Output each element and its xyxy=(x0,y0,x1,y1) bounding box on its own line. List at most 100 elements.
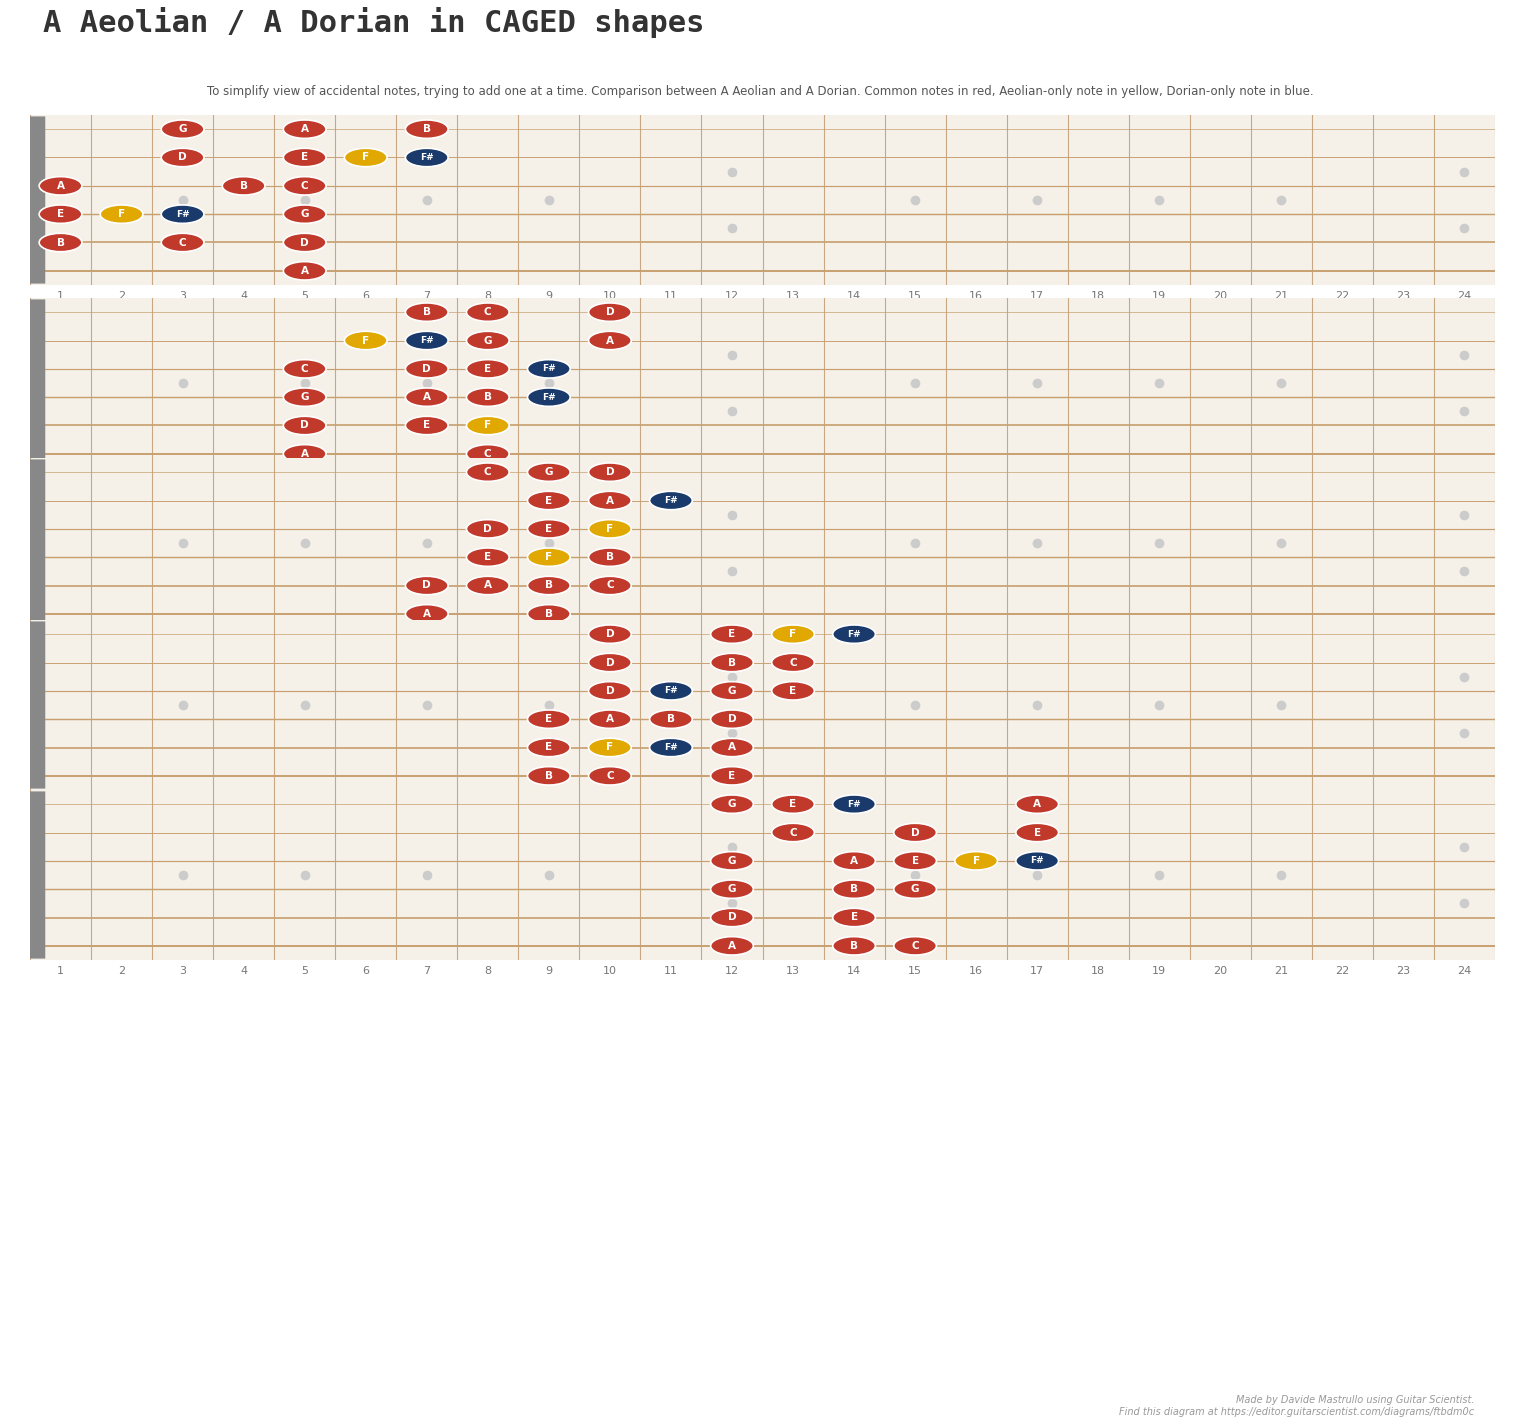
Text: D: D xyxy=(483,524,492,534)
Ellipse shape xyxy=(588,653,631,671)
Text: E: E xyxy=(56,208,64,218)
Text: B: B xyxy=(850,941,859,951)
Text: E: E xyxy=(1034,827,1041,837)
Ellipse shape xyxy=(649,738,692,757)
Text: A: A xyxy=(850,855,859,865)
Text: B: B xyxy=(483,393,492,403)
Text: D: D xyxy=(605,657,614,667)
Text: A: A xyxy=(56,181,64,191)
Ellipse shape xyxy=(588,491,631,510)
Text: A: A xyxy=(301,266,309,276)
Text: F: F xyxy=(362,336,369,346)
Ellipse shape xyxy=(40,177,82,196)
FancyBboxPatch shape xyxy=(15,621,46,788)
Ellipse shape xyxy=(894,851,936,870)
Ellipse shape xyxy=(467,331,509,350)
Text: E: E xyxy=(485,553,491,563)
Ellipse shape xyxy=(527,767,570,785)
Ellipse shape xyxy=(711,908,754,927)
Ellipse shape xyxy=(1015,824,1058,841)
Text: F: F xyxy=(485,420,491,430)
Text: D: D xyxy=(423,581,432,591)
Ellipse shape xyxy=(345,331,388,350)
FancyBboxPatch shape xyxy=(15,300,46,467)
Ellipse shape xyxy=(711,795,754,814)
Text: A: A xyxy=(606,496,614,506)
Text: Made by Davide Mastrullo using Guitar Scientist.
Find this diagram at https://ed: Made by Davide Mastrullo using Guitar Sc… xyxy=(1119,1395,1474,1417)
Text: A: A xyxy=(1034,800,1041,810)
Ellipse shape xyxy=(527,388,570,407)
Text: G: G xyxy=(910,884,920,894)
Ellipse shape xyxy=(588,548,631,567)
Ellipse shape xyxy=(772,795,815,814)
Ellipse shape xyxy=(588,577,631,594)
Ellipse shape xyxy=(467,520,509,538)
Text: F#: F# xyxy=(543,393,556,401)
Ellipse shape xyxy=(222,177,264,196)
Text: E: E xyxy=(912,855,918,865)
Ellipse shape xyxy=(283,261,327,280)
Ellipse shape xyxy=(833,880,876,898)
Ellipse shape xyxy=(772,653,815,671)
Ellipse shape xyxy=(467,388,509,407)
Text: B: B xyxy=(56,237,64,247)
Text: D: D xyxy=(301,420,309,430)
Text: E: E xyxy=(546,743,552,753)
Text: E: E xyxy=(546,496,552,506)
Text: B: B xyxy=(606,553,614,563)
Text: D: D xyxy=(605,630,614,640)
Text: C: C xyxy=(483,448,491,458)
Text: C: C xyxy=(789,657,796,667)
Ellipse shape xyxy=(711,767,754,785)
Ellipse shape xyxy=(406,331,448,350)
Ellipse shape xyxy=(711,681,754,700)
Ellipse shape xyxy=(588,625,631,644)
Ellipse shape xyxy=(406,604,448,623)
Text: F#: F# xyxy=(847,800,860,808)
FancyBboxPatch shape xyxy=(15,460,46,627)
Ellipse shape xyxy=(467,417,509,434)
Text: G: G xyxy=(178,124,187,134)
Text: B: B xyxy=(728,657,736,667)
Ellipse shape xyxy=(467,360,509,378)
Text: C: C xyxy=(301,181,309,191)
Text: B: B xyxy=(423,124,430,134)
Ellipse shape xyxy=(588,767,631,785)
Text: D: D xyxy=(605,307,614,317)
Ellipse shape xyxy=(283,206,327,223)
Ellipse shape xyxy=(833,851,876,870)
Ellipse shape xyxy=(161,149,204,167)
Text: E: E xyxy=(485,364,491,374)
Ellipse shape xyxy=(1015,795,1058,814)
Ellipse shape xyxy=(283,177,327,196)
FancyBboxPatch shape xyxy=(15,791,46,958)
Ellipse shape xyxy=(894,880,936,898)
Text: To simplify view of accidental notes, trying to add one at a time. Comparison be: To simplify view of accidental notes, tr… xyxy=(207,84,1313,99)
Ellipse shape xyxy=(161,233,204,251)
Text: A: A xyxy=(728,743,736,753)
Ellipse shape xyxy=(527,520,570,538)
Text: F#: F# xyxy=(664,687,678,695)
Text: G: G xyxy=(728,685,736,695)
Ellipse shape xyxy=(588,710,631,728)
Ellipse shape xyxy=(527,710,570,728)
Text: F#: F# xyxy=(420,153,433,161)
Ellipse shape xyxy=(588,463,631,481)
Text: F: F xyxy=(606,524,614,534)
Text: B: B xyxy=(850,884,859,894)
Text: F#: F# xyxy=(1031,857,1044,865)
Text: E: E xyxy=(789,685,796,695)
Text: C: C xyxy=(179,237,187,247)
Text: D: D xyxy=(605,467,614,477)
Ellipse shape xyxy=(588,331,631,350)
Ellipse shape xyxy=(894,937,936,955)
Text: F#: F# xyxy=(664,496,678,506)
Ellipse shape xyxy=(283,417,327,434)
Ellipse shape xyxy=(588,681,631,700)
Ellipse shape xyxy=(711,880,754,898)
Text: A: A xyxy=(483,581,492,591)
Text: D: D xyxy=(423,364,432,374)
Text: E: E xyxy=(546,524,552,534)
Ellipse shape xyxy=(283,233,327,251)
Ellipse shape xyxy=(283,120,327,139)
